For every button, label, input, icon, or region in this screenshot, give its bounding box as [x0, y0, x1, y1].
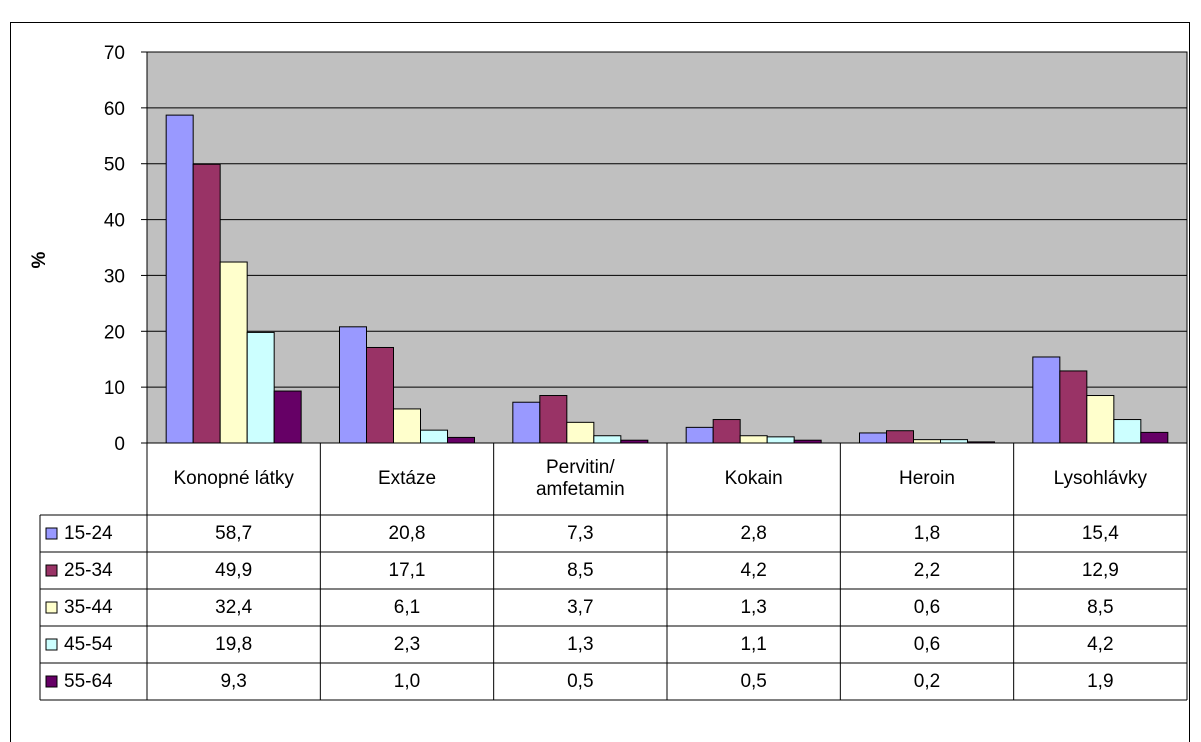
y-tick-label: 40	[104, 211, 125, 232]
bar	[1113, 419, 1142, 444]
plot-area	[146, 51, 1188, 444]
bar	[219, 261, 248, 444]
y-axis-label: %	[29, 251, 50, 268]
table-value: 20,8	[388, 522, 426, 544]
table-value: 0,5	[740, 670, 767, 692]
table-value: 1,3	[567, 633, 594, 655]
category-label: Extáze	[377, 468, 437, 489]
bar	[793, 439, 822, 444]
bar	[273, 390, 302, 444]
legend-label: 35-44	[64, 596, 113, 618]
table-value: 2,8	[740, 522, 767, 544]
legend-swatch	[45, 638, 58, 651]
table-value: 8,5	[1087, 596, 1114, 618]
bar	[539, 395, 568, 444]
table-value: 8,5	[567, 559, 594, 581]
table-value: 4,2	[740, 559, 767, 581]
bar	[739, 435, 768, 444]
table-value: 49,9	[215, 559, 253, 581]
y-tick-label: 50	[104, 155, 125, 176]
category-label: Pervitin/ amfetamin	[535, 457, 625, 500]
table-value: 1,3	[740, 596, 767, 618]
table-value: 3,7	[567, 596, 594, 618]
table-value: 4,2	[1087, 633, 1114, 655]
table-value: 6,1	[393, 596, 421, 618]
table-value: 2,2	[913, 559, 941, 581]
table-value: 7,3	[567, 522, 594, 544]
legend-label: 55-64	[64, 670, 113, 692]
legend-swatch	[45, 675, 58, 688]
table-value: 58,7	[215, 522, 253, 544]
legend-label: 25-34	[64, 559, 113, 581]
legend-label: 15-24	[64, 522, 113, 544]
table-value: 1,8	[913, 522, 941, 544]
table-value: 0,6	[913, 633, 941, 655]
y-tick-label: 0	[114, 434, 125, 455]
bar	[859, 432, 887, 444]
table-value: 12,9	[1081, 559, 1119, 581]
table-value: 32,4	[215, 596, 253, 618]
category-label: Lysohlávky	[1053, 468, 1147, 489]
bar	[593, 435, 622, 444]
y-tick-label: 10	[104, 378, 125, 399]
legend-swatch	[45, 601, 58, 614]
y-tick-label: 20	[104, 322, 125, 343]
bar	[967, 441, 995, 444]
bar	[1140, 431, 1169, 444]
category-label: Konopné látky	[173, 468, 294, 489]
bar	[192, 163, 221, 444]
bar	[712, 419, 741, 444]
y-tick-label: 30	[104, 266, 125, 287]
bar	[447, 436, 475, 444]
table-value: 9,3	[220, 670, 247, 692]
bar	[620, 439, 649, 444]
bar	[246, 331, 275, 444]
bar	[165, 114, 194, 444]
table-value: 17,1	[388, 559, 426, 581]
table-value: 0,6	[913, 596, 941, 618]
category-label: Kokain	[724, 468, 783, 489]
table-value: 2,3	[393, 633, 421, 655]
y-tick-label: 60	[104, 99, 125, 120]
table-value: 15,4	[1081, 522, 1119, 544]
bar	[1032, 356, 1061, 444]
table-value: 1,0	[393, 670, 421, 692]
bar	[366, 346, 394, 444]
legend-label: 45-54	[64, 633, 113, 655]
bar	[940, 439, 968, 444]
bar	[339, 326, 367, 444]
table-value: 19,8	[215, 633, 253, 655]
bar	[685, 426, 714, 444]
table-value: 0,2	[913, 670, 941, 692]
bar	[886, 430, 914, 444]
table-value: 1,9	[1087, 670, 1114, 692]
table-value: 0,5	[567, 670, 594, 692]
bar	[420, 429, 448, 444]
bar	[1059, 370, 1088, 444]
bar	[393, 408, 421, 444]
category-label: Heroin	[899, 468, 955, 489]
bar	[512, 401, 541, 444]
y-tick-label: 70	[104, 43, 125, 64]
legend-swatch	[45, 564, 58, 577]
legend-swatch	[45, 527, 58, 540]
bar	[566, 421, 595, 444]
bar	[1086, 395, 1115, 444]
table-value: 1,1	[740, 633, 767, 655]
